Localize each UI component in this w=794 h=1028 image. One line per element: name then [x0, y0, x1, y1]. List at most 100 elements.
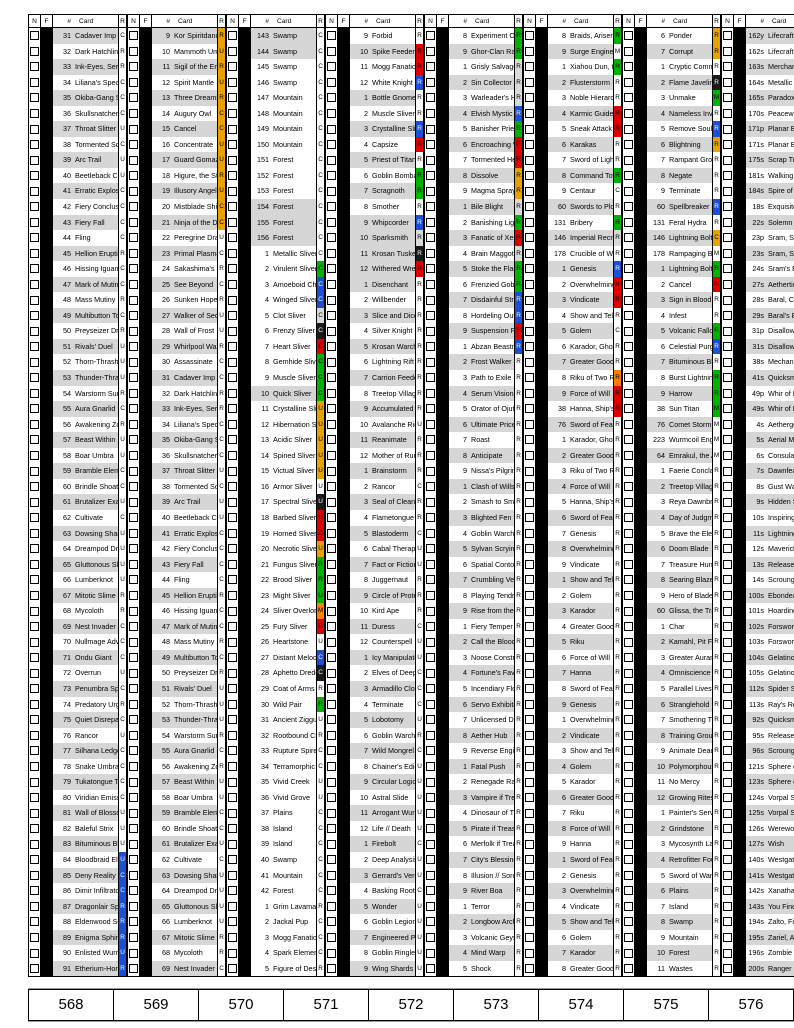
normal-checkbox[interactable] — [128, 914, 140, 930]
normal-checkbox[interactable] — [623, 587, 635, 604]
checkbox-box[interactable] — [525, 419, 534, 429]
foil-checkbox[interactable] — [437, 618, 449, 635]
normal-checkbox[interactable] — [722, 867, 734, 884]
foil-checkbox[interactable] — [41, 416, 53, 433]
normal-checkbox[interactable] — [29, 603, 41, 619]
foil-checkbox[interactable] — [734, 820, 746, 837]
checkbox-box[interactable] — [624, 186, 633, 196]
checkbox-box[interactable] — [723, 808, 732, 818]
normal-checkbox[interactable] — [623, 665, 635, 681]
foil-checkbox[interactable] — [635, 183, 647, 200]
checkbox-box[interactable] — [129, 155, 138, 165]
checkbox-box[interactable] — [723, 171, 732, 181]
normal-checkbox[interactable] — [128, 494, 140, 510]
checkbox-box[interactable] — [129, 435, 138, 445]
checkbox-box[interactable] — [327, 373, 336, 383]
foil-checkbox[interactable] — [536, 556, 548, 573]
normal-checkbox[interactable] — [29, 789, 41, 806]
normal-checkbox[interactable] — [425, 960, 437, 977]
normal-checkbox[interactable] — [722, 432, 734, 448]
foil-checkbox[interactable] — [635, 214, 647, 231]
foil-checkbox[interactable] — [140, 789, 152, 806]
checkbox-box[interactable] — [624, 653, 633, 663]
checkbox-box[interactable] — [723, 280, 732, 290]
foil-checkbox[interactable] — [239, 90, 251, 106]
normal-checkbox[interactable] — [722, 261, 734, 277]
normal-checkbox[interactable] — [524, 727, 536, 744]
checkbox-box[interactable] — [228, 917, 237, 927]
checkbox-box[interactable] — [426, 808, 435, 818]
checkbox-box[interactable] — [327, 777, 336, 787]
foil-checkbox[interactable] — [338, 370, 350, 386]
foil-checkbox[interactable] — [536, 432, 548, 448]
foil-checkbox[interactable] — [41, 525, 53, 542]
checkbox-box[interactable] — [426, 575, 435, 585]
normal-checkbox[interactable] — [722, 587, 734, 604]
foil-checkbox[interactable] — [635, 152, 647, 168]
normal-checkbox[interactable] — [524, 261, 536, 277]
normal-checkbox[interactable] — [722, 214, 734, 231]
normal-checkbox[interactable] — [722, 494, 734, 510]
foil-checkbox[interactable] — [536, 883, 548, 899]
foil-checkbox[interactable] — [41, 680, 53, 697]
foil-checkbox[interactable] — [41, 727, 53, 744]
checkbox-box[interactable] — [30, 839, 39, 849]
normal-checkbox[interactable] — [227, 680, 239, 697]
checkbox-box[interactable] — [30, 217, 39, 227]
checkbox-box[interactable] — [426, 311, 435, 321]
checkbox-box[interactable] — [525, 295, 534, 305]
foil-checkbox[interactable] — [536, 307, 548, 324]
foil-checkbox[interactable] — [140, 447, 152, 464]
checkbox-box[interactable] — [30, 124, 39, 134]
normal-checkbox[interactable] — [524, 276, 536, 293]
foil-checkbox[interactable] — [536, 898, 548, 915]
foil-checkbox[interactable] — [338, 665, 350, 681]
normal-checkbox[interactable] — [29, 167, 41, 184]
checkbox-box[interactable] — [525, 730, 534, 740]
foil-checkbox[interactable] — [140, 59, 152, 75]
foil-checkbox[interactable] — [239, 820, 251, 837]
checkbox-box[interactable] — [723, 761, 732, 771]
normal-checkbox[interactable] — [524, 696, 536, 713]
foil-checkbox[interactable] — [437, 914, 449, 930]
checkbox-box[interactable] — [525, 280, 534, 290]
normal-checkbox[interactable] — [227, 90, 239, 106]
foil-checkbox[interactable] — [41, 541, 53, 557]
foil-checkbox[interactable] — [437, 478, 449, 495]
foil-checkbox[interactable] — [41, 90, 53, 106]
normal-checkbox[interactable] — [29, 774, 41, 790]
normal-checkbox[interactable] — [326, 276, 338, 293]
checkbox-box[interactable] — [129, 311, 138, 321]
checkbox-box[interactable] — [426, 186, 435, 196]
normal-checkbox[interactable] — [29, 385, 41, 402]
foil-checkbox[interactable] — [734, 59, 746, 75]
foil-checkbox[interactable] — [140, 478, 152, 495]
normal-checkbox[interactable] — [722, 354, 734, 371]
normal-checkbox[interactable] — [524, 74, 536, 91]
checkbox-box[interactable] — [327, 109, 336, 118]
foil-checkbox[interactable] — [536, 447, 548, 464]
checkbox-box[interactable] — [723, 31, 732, 41]
foil-checkbox[interactable] — [635, 603, 647, 619]
checkbox-box[interactable] — [129, 404, 138, 414]
checkbox-box[interactable] — [228, 233, 237, 243]
normal-checkbox[interactable] — [29, 494, 41, 510]
normal-checkbox[interactable] — [524, 789, 536, 806]
checkbox-box[interactable] — [30, 917, 39, 927]
normal-checkbox[interactable] — [425, 214, 437, 231]
checkbox-box[interactable] — [327, 901, 336, 911]
checkbox-box[interactable] — [723, 917, 732, 927]
foil-checkbox[interactable] — [41, 618, 53, 635]
normal-checkbox[interactable] — [425, 432, 437, 448]
foil-checkbox[interactable] — [239, 463, 251, 479]
normal-checkbox[interactable] — [425, 28, 437, 44]
foil-checkbox[interactable] — [536, 28, 548, 44]
checkbox-box[interactable] — [30, 668, 39, 678]
checkbox-box[interactable] — [228, 746, 237, 756]
foil-checkbox[interactable] — [41, 494, 53, 510]
foil-checkbox[interactable] — [239, 929, 251, 946]
normal-checkbox[interactable] — [722, 696, 734, 713]
normal-checkbox[interactable] — [227, 525, 239, 542]
normal-checkbox[interactable] — [326, 836, 338, 852]
foil-checkbox[interactable] — [437, 43, 449, 60]
